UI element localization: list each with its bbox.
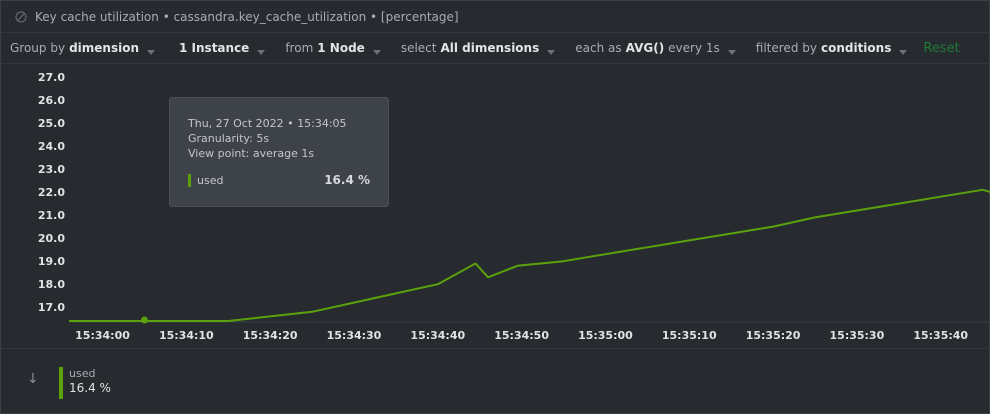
node-dropdown[interactable]: from 1 Node [285,41,381,55]
x-tick-label: 15:35:20 [746,329,801,342]
x-tick-label: 15:35:40 [913,329,968,342]
x-tick-label: 15:35:00 [578,329,633,342]
chart-title-bar: Key cache utilization • cassandra.key_ca… [1,1,989,33]
from-prefix: from [285,41,314,55]
y-tick-label: 24.0 [38,140,65,153]
chart-area[interactable]: 17.0 18.0 19.0 20.0 21.0 22.0 23.0 24.0 25.0 26.0… [1,63,990,348]
chevron-down-icon [899,45,908,55]
x-tick-label: 15:34:20 [243,329,298,342]
filter-dropdown[interactable]: filtered by conditions [756,41,908,55]
aggregation-dropdown[interactable]: each as AVG() every 1s [575,41,736,55]
line-chart[interactable]: 17.0 18.0 19.0 20.0 21.0 22.0 23.0 24.0 25.0 26.0… [1,63,990,348]
y-tick-label: 20.0 [38,232,65,245]
tooltip-series-value: 16.4 % [324,173,370,187]
every-label: every 1s [668,41,720,55]
tooltip-granularity: Granularity: 5s [188,132,270,145]
chevron-down-icon [257,45,266,55]
chevron-down-icon [372,45,381,55]
y-tick-label: 19.0 [38,255,65,268]
x-tick-label: 15:34:40 [410,329,465,342]
select-value: All dimensions [440,41,540,55]
chevron-down-icon [727,45,736,55]
filtered-value: conditions [820,41,892,55]
group-by-prefix: Group by [10,41,66,55]
y-tick-label: 23.0 [38,163,65,176]
chevron-down-icon [547,45,556,55]
legend-swatch [59,367,63,399]
y-tick-label: 17.0 [38,301,65,314]
y-tick-label: 21.0 [38,209,65,222]
from-value: 1 Node [317,41,365,55]
filtered-prefix: filtered by [755,41,817,55]
tooltip-series-name: used [197,174,224,187]
tooltip-view-point: View point: average 1s [188,147,315,160]
x-tick-label: 15:34:00 [75,329,130,342]
x-tick-label: 15:34:50 [494,329,549,342]
y-tick-label: 27.0 [38,71,65,84]
legend-series-value: 16.4 % [69,381,111,395]
x-tick-label: 15:35:10 [662,329,717,342]
instance-dropdown[interactable]: 1 Instance [175,41,266,55]
x-tick-label: 15:34:10 [159,329,214,342]
instance-value: 1 Instance [179,41,250,55]
x-tick-label: 15:34:30 [327,329,382,342]
hover-point [140,316,148,324]
y-tick-label: 26.0 [38,94,65,107]
dimensions-dropdown[interactable]: select All dimensions [400,41,556,55]
y-tick-label: 18.0 [38,278,65,291]
x-tick-label: 15:35:30 [830,329,885,342]
arrow-down-icon[interactable]: ↓ [27,371,39,387]
legend-series-name: used [69,367,96,380]
y-tick-label: 22.0 [38,186,65,199]
tooltip-series-row: used 16.4 % [188,173,370,188]
series-line-used[interactable] [69,188,990,322]
group-by-dropdown[interactable]: Group by dimension [10,41,156,55]
chart-title: Key cache utilization • cassandra.key_ca… [35,9,459,24]
group-by-value: dimension [69,41,140,55]
chevron-down-icon [147,45,156,55]
tooltip-series-swatch [188,174,191,187]
reset-button[interactable]: Reset [923,40,960,56]
each-as-prefix: each as [575,41,622,55]
info-circle-icon [15,11,27,23]
legend-area: ↓ used 16.4 % [1,348,989,414]
chart-tooltip: Thu, 27 Oct 2022 • 15:34:05 Granularity:… [169,97,389,207]
legend-item-used[interactable]: used 16.4 % [59,367,111,399]
select-prefix: select [400,41,437,55]
each-as-value: AVG() [625,41,665,55]
tooltip-datetime: Thu, 27 Oct 2022 • 15:34:05 [188,117,347,130]
y-tick-label: 25.0 [38,117,65,130]
query-toolbar: Group by dimension 1 Instance from 1 Nod… [1,33,989,64]
